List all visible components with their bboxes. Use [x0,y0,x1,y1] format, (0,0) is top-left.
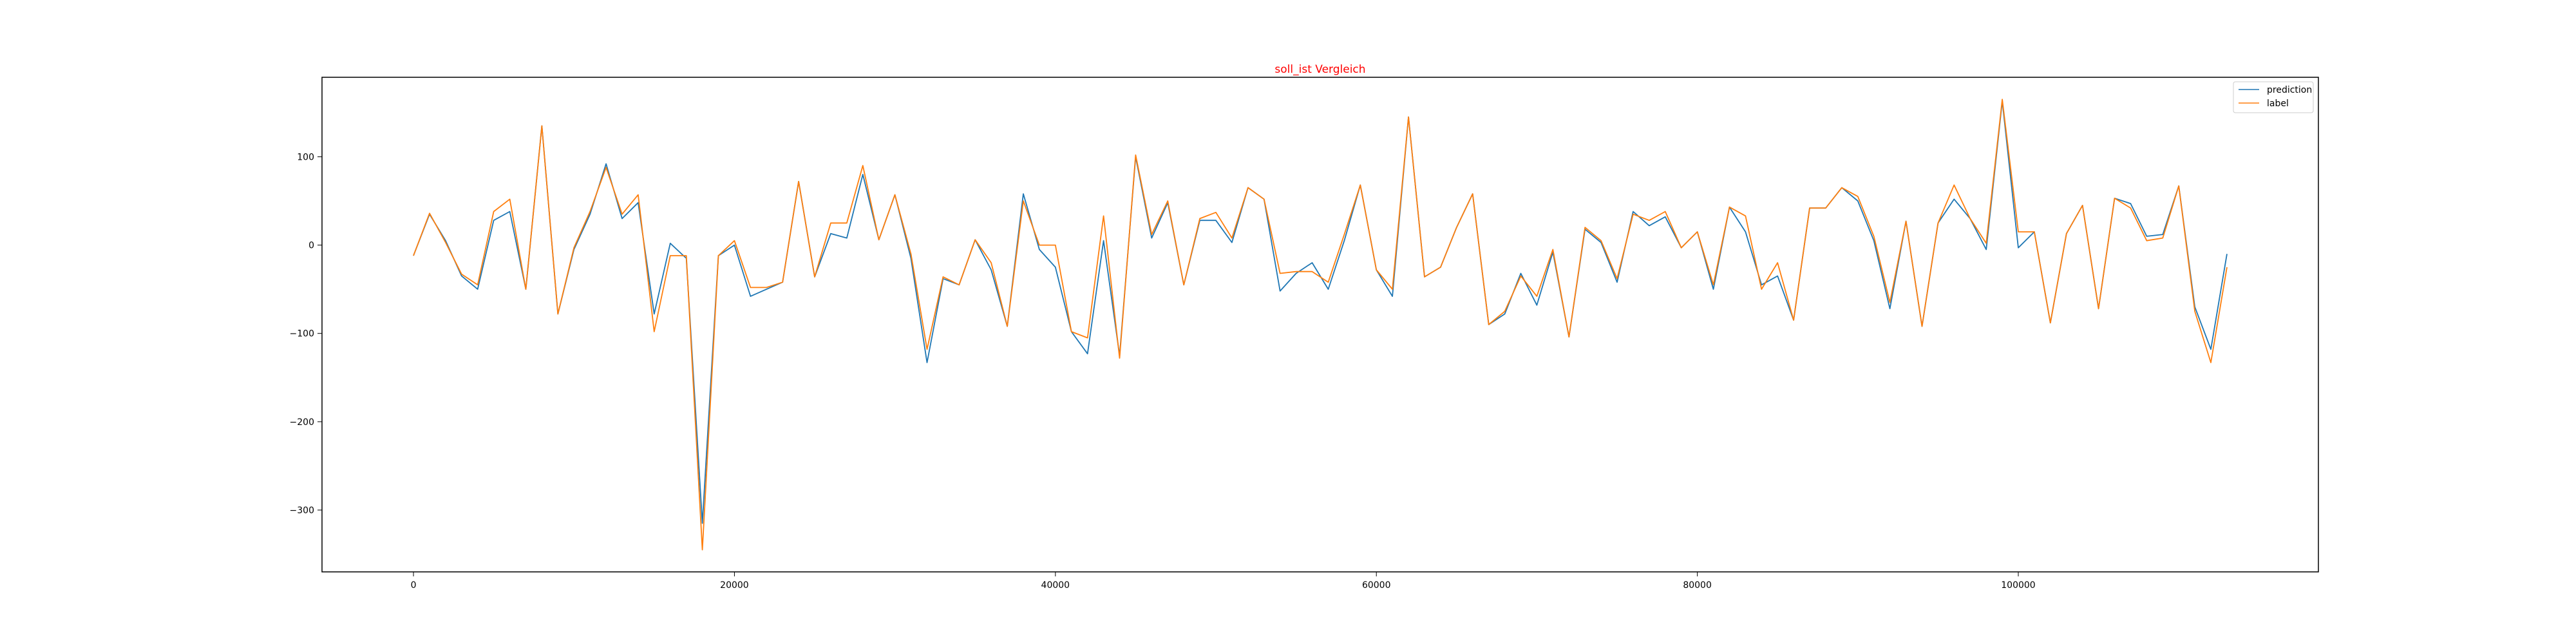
legend-label-label: label [2267,99,2289,109]
x-tick-label: 60000 [1362,580,1391,591]
y-tick-label: 0 [308,241,314,251]
legend-label-prediction: prediction [2267,85,2312,95]
legend: prediction label [2233,81,2314,113]
ticks-layer: 0 20000 40000 60000 80000 100000 −300 −200 −100 0… [290,152,2036,591]
x-tick-label: 0 [411,580,417,591]
y-tick-label: −100 [290,329,314,339]
x-tick-label: 100000 [2001,580,2035,591]
series-line-label [413,99,2228,551]
x-tick-label: 20000 [720,580,749,591]
series-layer [413,99,2228,551]
y-tick-label: −300 [290,506,314,516]
plot-area-frame [321,77,2319,573]
x-tick-label: 40000 [1041,580,1070,591]
y-tick-label: −200 [290,417,314,428]
x-tick-label: 80000 [1683,580,1712,591]
y-tick-label: 100 [297,152,314,162]
chart-title: soll_ist Vergleich [1274,63,1365,76]
